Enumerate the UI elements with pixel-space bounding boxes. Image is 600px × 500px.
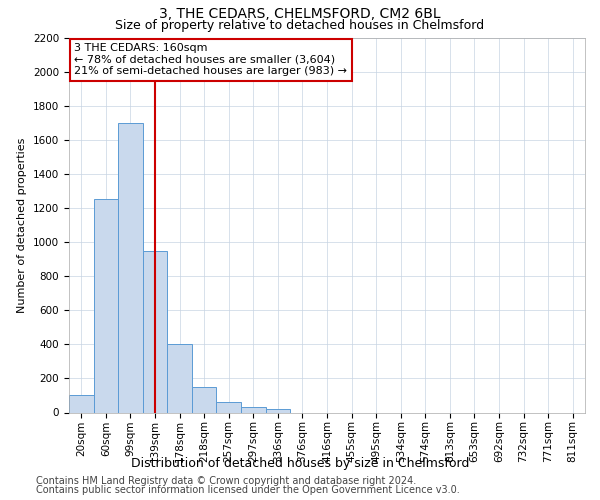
Text: 3 THE CEDARS: 160sqm
← 78% of detached houses are smaller (3,604)
21% of semi-de: 3 THE CEDARS: 160sqm ← 78% of detached h… [74,43,347,76]
Bar [118,122,143,412]
Bar [143,250,167,412]
Y-axis label: Number of detached properties: Number of detached properties [17,138,28,312]
Bar [167,344,192,412]
Bar [94,200,118,412]
Bar [69,396,94,412]
Bar [266,409,290,412]
Text: 3, THE CEDARS, CHELMSFORD, CM2 6BL: 3, THE CEDARS, CHELMSFORD, CM2 6BL [159,8,441,22]
Bar [241,408,266,412]
Bar [192,387,217,412]
Bar [217,402,241,412]
Text: Size of property relative to detached houses in Chelmsford: Size of property relative to detached ho… [115,18,485,32]
Text: Distribution of detached houses by size in Chelmsford: Distribution of detached houses by size … [131,458,469,470]
Text: Contains public sector information licensed under the Open Government Licence v3: Contains public sector information licen… [36,485,460,495]
Text: Contains HM Land Registry data © Crown copyright and database right 2024.: Contains HM Land Registry data © Crown c… [36,476,416,486]
